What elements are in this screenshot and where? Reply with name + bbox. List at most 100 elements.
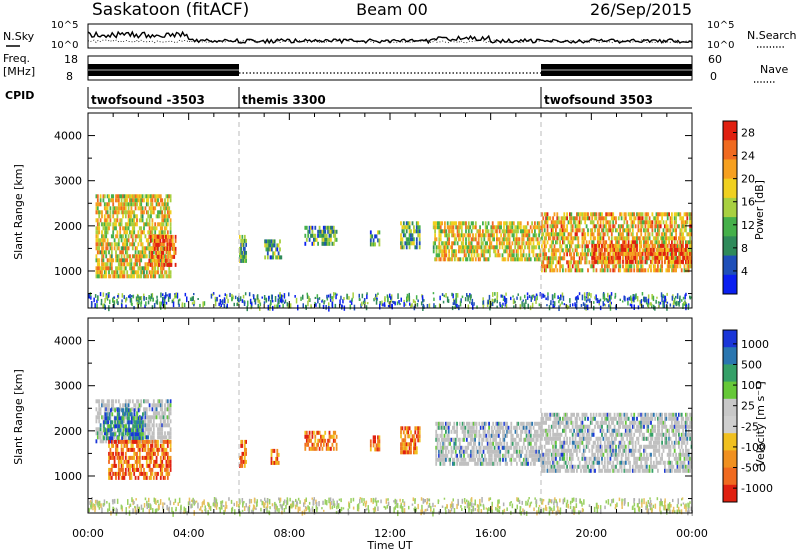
echo-cell [124,399,127,404]
echo-cell [556,260,559,265]
echo-cell [142,436,144,441]
clutter-cell [540,293,543,299]
clutter-cell [113,296,115,300]
echo-cell [112,226,115,231]
echo-cell [117,238,120,243]
echo-cell [647,224,650,229]
echo-cell [654,220,657,225]
echo-cell [470,241,473,246]
echo-cell [650,259,652,264]
echo-cell [675,243,677,248]
clutter-cell [342,299,344,304]
echo-cell [444,257,446,262]
echo-cell [680,268,683,273]
echo-cell [264,255,266,260]
echo-cell [155,262,158,267]
echo-cell [266,255,269,260]
echo-cell [438,425,440,430]
echo-cell [645,216,648,221]
echo-cell [491,233,494,238]
echo-cell [445,253,448,258]
echo-cell [557,220,560,225]
echo-cell [445,425,447,430]
echo-cell [321,434,324,439]
echo-cell [673,240,676,245]
echo-cell [148,194,151,199]
echo-cell [682,247,684,252]
clutter-cell [584,303,586,310]
echo-cell [517,253,519,258]
echo-cell [122,428,125,433]
echo-cell [121,436,123,441]
echo-cell [239,463,241,468]
echo-cell [151,443,154,448]
echo-cell [141,214,144,219]
echo-cell [270,243,273,248]
clutter-cell [139,296,141,301]
echo-cell [99,407,102,412]
echo-cell [129,447,131,452]
clutter-cell [423,299,425,302]
echo-cell [270,247,273,252]
echo-cell [651,212,654,217]
echo-cell [147,463,150,468]
clutter-cell [560,294,562,301]
echo-cell [610,216,613,221]
echo-cell [109,451,112,456]
echo-cell [638,248,641,253]
echo-cell [105,274,108,279]
clutter-cell [655,299,657,304]
echo-cell [510,249,512,254]
echo-cell [123,194,126,199]
echo-cell [401,229,404,234]
echo-cell [478,421,481,426]
freq-band-0 [88,64,239,76]
echo-cell [438,453,440,458]
echo-cell [120,238,123,243]
echo-cell [155,475,158,480]
echo-cell [167,250,170,255]
echo-cell [679,236,682,241]
clutter-cell [614,296,616,299]
echo-cell [123,443,126,448]
echo-cell [113,471,116,476]
echo-cell [109,475,112,480]
echo-cell [627,224,630,229]
echo-cell [507,253,510,258]
echo-cell [268,243,270,248]
echo-cell [134,262,137,267]
clutter-cell [226,303,228,309]
echo-cell [679,216,682,221]
echo-cell [136,262,138,267]
echo-cell [143,270,145,275]
echo-cell [446,433,449,438]
echo-cell [620,236,623,241]
echo-cell [577,220,580,225]
echo-cell [638,228,641,233]
clutter-cell [140,302,142,307]
echo-cell [680,251,683,256]
echo-cell [555,232,557,237]
echo-cell [446,421,449,426]
echo-cell [514,229,517,234]
echo-cell [675,251,677,256]
echo-cell [124,194,127,199]
echo-cell [164,210,166,215]
echo-cell [162,463,165,468]
echo-cell [151,431,154,436]
echo-cell [99,242,102,247]
echo-cell [581,244,584,249]
echo-cell [126,246,129,251]
echo-cell [673,256,676,261]
clutter-cell [403,302,405,307]
echo-cell [592,220,595,225]
echo-cell [576,224,578,229]
echo-cell [103,420,105,425]
echo-cell [615,247,617,252]
clutter-cell [494,292,496,296]
echo-cell [161,222,164,227]
echo-cell [598,259,601,264]
echo-cell [446,241,449,246]
echo-cell [275,247,277,252]
echo-cell [610,232,613,237]
